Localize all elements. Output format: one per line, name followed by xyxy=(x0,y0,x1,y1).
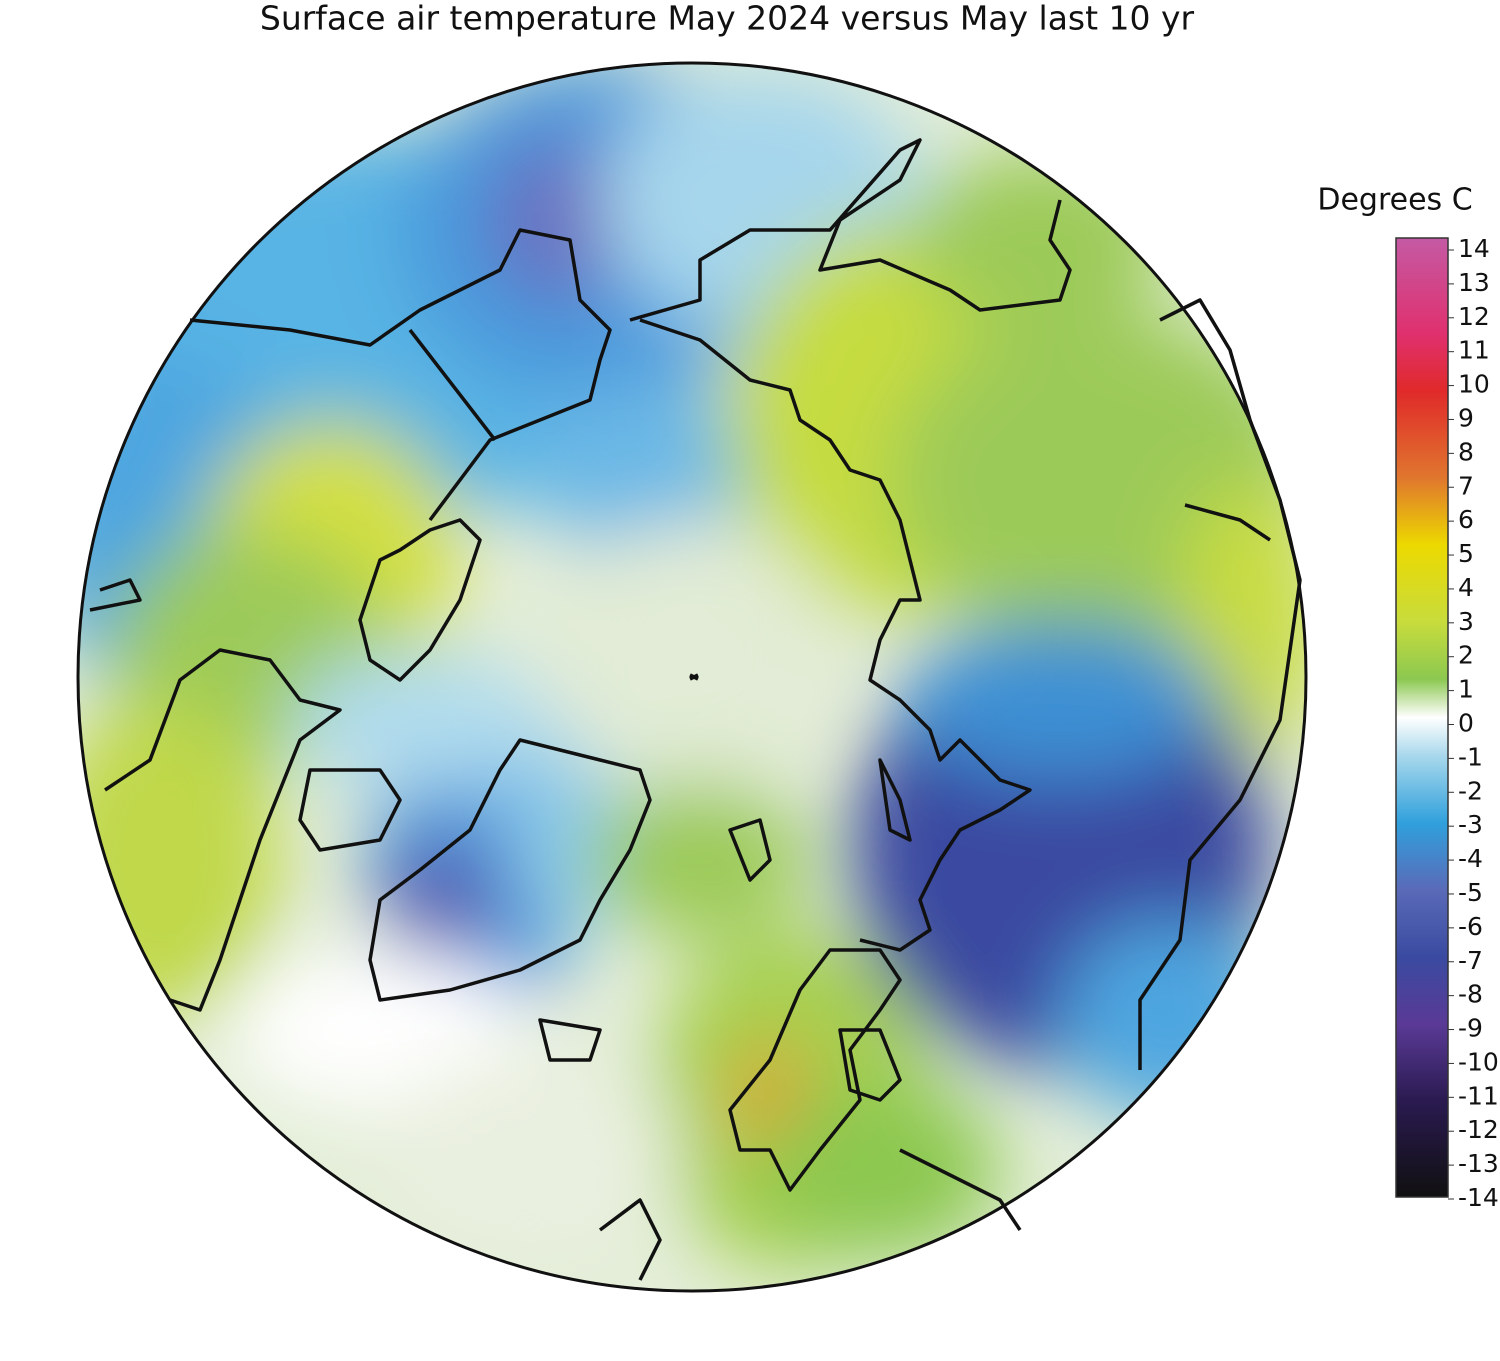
tick-label: 5 xyxy=(1458,539,1474,568)
tick-label: -9 xyxy=(1458,1014,1483,1043)
legend-title: Degrees C xyxy=(1317,183,1472,218)
tick-label: 10 xyxy=(1458,370,1490,399)
tick-label: -3 xyxy=(1458,810,1483,839)
tick-label: 1 xyxy=(1458,675,1474,704)
tick-label: -2 xyxy=(1458,776,1483,805)
tick-label: 4 xyxy=(1458,573,1474,602)
tick-label: 14 xyxy=(1458,234,1490,263)
temperature-field xyxy=(78,63,1306,1291)
tick-label: -11 xyxy=(1458,1081,1499,1110)
tick-label: -8 xyxy=(1458,980,1483,1009)
tick-label: 12 xyxy=(1458,302,1490,331)
tick-label: -10 xyxy=(1458,1047,1499,1076)
tick-label: 6 xyxy=(1458,505,1474,534)
tick-label: 8 xyxy=(1458,437,1474,466)
coastlines xyxy=(89,138,1302,1281)
tick-label: 2 xyxy=(1458,641,1474,670)
tick-label: -1 xyxy=(1458,742,1483,771)
map-title: Surface air temperature May 2024 versus … xyxy=(260,0,1195,38)
tick-label: -6 xyxy=(1458,912,1483,941)
tick-label: 7 xyxy=(1458,471,1474,500)
tick-label: -7 xyxy=(1458,946,1483,975)
tick-label: 11 xyxy=(1458,336,1490,365)
tick-label: -14 xyxy=(1458,1183,1499,1212)
tick-label: 9 xyxy=(1458,403,1474,432)
map-boundary xyxy=(76,61,1308,1293)
color-scale xyxy=(1395,237,1449,1198)
tick-label: -13 xyxy=(1458,1149,1499,1178)
tick-label: 0 xyxy=(1458,709,1474,738)
tick-label: -12 xyxy=(1458,1115,1499,1144)
tick-label: 13 xyxy=(1458,268,1490,297)
color-scale-ticks: 14131211109876543210-1-2-3-4-5-6-7-8-9-1… xyxy=(1448,234,1499,1212)
tick-label: -4 xyxy=(1458,844,1483,873)
tick-label: -5 xyxy=(1458,878,1483,907)
tick-label: 3 xyxy=(1458,607,1474,636)
